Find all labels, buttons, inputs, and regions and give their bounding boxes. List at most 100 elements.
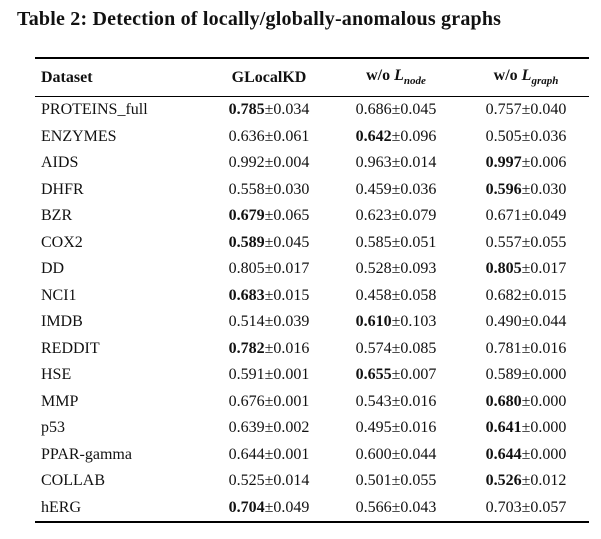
dataset-cell: ENZYMES (41, 127, 117, 145)
std-value: ±0.002 (264, 419, 310, 437)
value-cell-glocalkd: 0.679±0.065 (209, 203, 329, 230)
std-value: ±0.045 (264, 233, 310, 251)
std-value: ±0.016 (391, 419, 437, 437)
mean-value: 0.636 (228, 127, 265, 145)
table-row: HSE 0.591±0.001 0.655±0.007 0.589±0.000 (35, 362, 589, 389)
value-cell-wo-lgraph: 0.641±0.000 (463, 415, 589, 442)
mean-value: 0.525 (228, 472, 265, 490)
mean-value: 0.543 (355, 392, 392, 410)
table-caption: Table 2: Detection of locally/globally-a… (17, 8, 502, 30)
mean-value: 0.490 (485, 313, 522, 331)
std-value: ±0.016 (264, 339, 310, 357)
header-row: Dataset GLocalKD w/o Lnode w/o Lgraph (35, 58, 589, 97)
value-cell-glocalkd: 0.558±0.030 (209, 177, 329, 204)
value-cell-wo-lnode: 0.566±0.043 (329, 495, 463, 523)
table-row: DHFR 0.558±0.030 0.459±0.036 0.596±0.030 (35, 177, 589, 204)
mean-value: 0.992 (228, 154, 265, 172)
dataset-cell: hERG (41, 498, 81, 516)
mean-value: 0.782 (228, 339, 265, 357)
mean-value: 0.610 (355, 313, 392, 331)
mean-value: 0.641 (485, 419, 522, 437)
value-cell-glocalkd: 0.525±0.014 (209, 468, 329, 495)
table-row: MMP 0.676±0.001 0.543±0.016 0.680±0.000 (35, 389, 589, 416)
header-wo-lgraph: w/o Lgraph (463, 58, 589, 97)
std-value: ±0.096 (391, 127, 437, 145)
std-value: ±0.036 (391, 180, 437, 198)
value-cell-wo-lgraph: 0.757±0.040 (463, 97, 589, 124)
std-value: ±0.093 (391, 260, 437, 278)
dataset-cell: PPAR-gamma (41, 445, 132, 463)
value-cell-glocalkd: 0.782±0.016 (209, 336, 329, 363)
mean-value: 0.623 (355, 207, 392, 225)
results-table: Dataset GLocalKD w/o Lnode w/o Lgraph PR… (35, 57, 589, 523)
value-cell-wo-lgraph: 0.781±0.016 (463, 336, 589, 363)
value-cell-glocalkd: 0.639±0.002 (209, 415, 329, 442)
std-value: ±0.044 (391, 445, 437, 463)
mean-value: 0.683 (228, 286, 265, 304)
std-value: ±0.000 (521, 366, 567, 384)
mean-value: 0.781 (485, 339, 522, 357)
value-cell-wo-lnode: 0.459±0.036 (329, 177, 463, 204)
dataset-cell: DD (41, 260, 65, 278)
wo-prefix: w/o (493, 67, 522, 85)
value-cell-wo-lgraph: 0.997±0.006 (463, 150, 589, 177)
value-cell-wo-lgraph: 0.557±0.055 (463, 230, 589, 257)
table-row: NCI1 0.683±0.015 0.458±0.058 0.682±0.015 (35, 283, 589, 310)
mean-value: 0.644 (228, 445, 265, 463)
value-cell-wo-lnode: 0.655±0.007 (329, 362, 463, 389)
value-cell-wo-lnode: 0.642±0.096 (329, 124, 463, 151)
std-value: ±0.051 (391, 233, 437, 251)
dataset-cell: BZR (41, 207, 73, 225)
value-cell-wo-lnode: 0.574±0.085 (329, 336, 463, 363)
value-cell-glocalkd: 0.644±0.001 (209, 442, 329, 469)
value-cell-wo-lgraph: 0.644±0.000 (463, 442, 589, 469)
value-cell-glocalkd: 0.704±0.049 (209, 495, 329, 523)
std-value: ±0.000 (521, 419, 567, 437)
table-row: IMDB 0.514±0.039 0.610±0.103 0.490±0.044 (35, 309, 589, 336)
std-value: ±0.045 (391, 101, 437, 119)
std-value: ±0.043 (391, 498, 437, 516)
mean-value: 0.600 (355, 445, 392, 463)
table-row: COX2 0.589±0.045 0.585±0.051 0.557±0.055 (35, 230, 589, 257)
value-cell-wo-lnode: 0.528±0.093 (329, 256, 463, 283)
std-value: ±0.015 (264, 286, 310, 304)
std-value: ±0.103 (391, 313, 437, 331)
mean-value: 0.642 (355, 127, 392, 145)
std-value: ±0.001 (264, 392, 310, 410)
dataset-cell: IMDB (41, 313, 83, 331)
std-value: ±0.055 (391, 472, 437, 490)
mean-value: 0.526 (485, 472, 522, 490)
table-row: PPAR-gamma 0.644±0.001 0.600±0.044 0.644… (35, 442, 589, 469)
table-row: p53 0.639±0.002 0.495±0.016 0.641±0.000 (35, 415, 589, 442)
mean-value: 0.639 (228, 419, 265, 437)
mean-value: 0.997 (485, 154, 522, 172)
std-value: ±0.017 (264, 260, 310, 278)
mean-value: 0.704 (228, 498, 265, 516)
table-row: DD 0.805±0.017 0.528±0.093 0.805±0.017 (35, 256, 589, 283)
dataset-cell: MMP (41, 392, 79, 410)
mean-value: 0.528 (355, 260, 392, 278)
std-value: ±0.017 (521, 260, 567, 278)
value-cell-wo-lgraph: 0.596±0.030 (463, 177, 589, 204)
mean-value: 0.585 (355, 233, 392, 251)
value-cell-glocalkd: 0.589±0.045 (209, 230, 329, 257)
wo-prefix: w/o (366, 67, 395, 85)
value-cell-wo-lnode: 0.458±0.058 (329, 283, 463, 310)
value-cell-wo-lgraph: 0.490±0.044 (463, 309, 589, 336)
std-value: ±0.030 (264, 180, 310, 198)
value-cell-wo-lnode: 0.600±0.044 (329, 442, 463, 469)
std-value: ±0.044 (521, 313, 567, 331)
value-cell-wo-lnode: 0.495±0.016 (329, 415, 463, 442)
std-value: ±0.001 (264, 445, 310, 463)
mean-value: 0.805 (228, 260, 265, 278)
value-cell-wo-lnode: 0.543±0.016 (329, 389, 463, 416)
std-value: ±0.039 (264, 313, 310, 331)
mean-value: 0.682 (485, 286, 522, 304)
mean-value: 0.680 (485, 392, 522, 410)
value-cell-glocalkd: 0.785±0.034 (209, 97, 329, 124)
table-header: Dataset GLocalKD w/o Lnode w/o Lgraph (35, 58, 589, 97)
mean-value: 0.495 (355, 419, 392, 437)
std-value: ±0.004 (264, 154, 310, 172)
value-cell-wo-lgraph: 0.589±0.000 (463, 362, 589, 389)
mean-value: 0.566 (355, 498, 392, 516)
